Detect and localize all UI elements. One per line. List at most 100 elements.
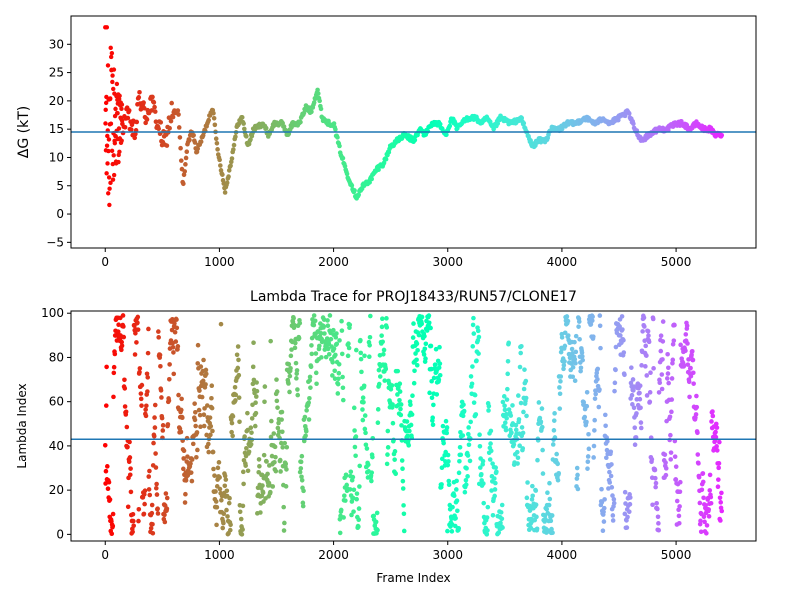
lambda-point — [430, 415, 435, 421]
lambda-point — [147, 468, 152, 474]
lambda-point — [485, 528, 490, 533]
lambda-point — [241, 481, 246, 487]
lambda-point — [208, 423, 214, 429]
lambda-point — [411, 380, 417, 386]
delta-g-point — [150, 94, 155, 100]
lambda-point — [149, 502, 155, 508]
lambda-point — [461, 408, 467, 414]
lambda-point — [573, 333, 579, 339]
lambda-point — [595, 376, 600, 382]
lambda-point — [160, 428, 166, 433]
lambda-point — [362, 426, 368, 432]
lambda-point — [576, 319, 582, 324]
lambda-point — [465, 474, 470, 479]
lambda-point — [457, 458, 462, 464]
lambda-point — [361, 399, 366, 405]
lambda-point — [299, 474, 304, 480]
lambda-point — [330, 373, 335, 378]
lambda-point — [268, 338, 273, 344]
lambda-point — [494, 469, 499, 475]
lambda-point — [215, 465, 221, 471]
lambda-point — [506, 340, 512, 346]
lambda-point — [644, 353, 649, 358]
delta-g-point — [367, 180, 372, 185]
lambda-point — [159, 415, 165, 421]
lambda-point — [337, 516, 343, 522]
lambda-point — [152, 425, 158, 430]
delta-g-point — [211, 115, 217, 121]
lambda-point — [647, 390, 653, 395]
lambda-point — [611, 497, 617, 502]
lambda-point — [500, 399, 506, 405]
delta-g-point — [231, 142, 237, 148]
lambda-point — [474, 358, 479, 364]
lambda-point — [696, 461, 701, 466]
lambda-point — [666, 365, 671, 371]
lambda-point — [555, 477, 561, 483]
lambda-point — [227, 495, 232, 501]
lambda-point — [188, 461, 193, 466]
delta-g-point — [349, 183, 355, 188]
lambda-point — [381, 351, 386, 357]
lambda-point — [197, 412, 203, 418]
delta-g-point — [111, 67, 117, 72]
lambda-point — [710, 409, 715, 414]
lambda-point — [122, 404, 128, 409]
lambda-point — [185, 454, 190, 459]
lambda-point — [132, 352, 138, 357]
lambda-point — [640, 329, 645, 334]
lambda-point — [181, 448, 187, 453]
lambda-point — [159, 395, 164, 400]
lambda-point — [220, 525, 226, 531]
lambda-point — [385, 428, 391, 434]
lambda-point — [672, 454, 678, 459]
lambda-point — [194, 430, 200, 435]
delta-g-point — [167, 125, 172, 131]
lambda-point — [490, 512, 496, 518]
lambda-point — [486, 403, 492, 409]
lambda-point — [610, 493, 615, 498]
lambda-point — [295, 392, 301, 398]
lambda-point — [653, 480, 659, 486]
lambda-point — [359, 369, 364, 375]
lambda-point — [595, 366, 601, 372]
lambda-point — [222, 483, 228, 489]
x-tick-label: 1000 — [204, 548, 235, 562]
lambda-point — [235, 344, 241, 349]
lambda-point — [608, 449, 614, 455]
lambda-point — [618, 333, 623, 338]
lambda-point — [131, 518, 136, 524]
lambda-point — [260, 483, 265, 488]
delta-g-point — [115, 110, 120, 116]
lambda-point — [624, 518, 629, 523]
lambda-point — [579, 350, 585, 355]
delta-g-point — [117, 93, 122, 99]
lambda-point — [325, 318, 330, 323]
lambda-point — [135, 320, 140, 326]
lambda-point — [354, 491, 360, 496]
delta-g-point — [106, 175, 112, 180]
lambda-point — [306, 417, 312, 422]
lambda-point — [580, 354, 585, 359]
delta-g-point — [679, 118, 684, 124]
lambda-point — [628, 380, 634, 386]
lambda-point — [608, 473, 614, 479]
lambda-point — [419, 321, 425, 327]
lambda-point — [556, 470, 562, 476]
lambda-point — [164, 495, 170, 501]
lambda-point — [357, 463, 363, 469]
lambda-point — [440, 423, 446, 429]
lambda-point — [562, 343, 568, 349]
delta-g-point — [231, 147, 236, 152]
lambda-point — [384, 316, 389, 321]
lambda-point — [607, 480, 613, 485]
lambda-point — [565, 318, 571, 324]
lambda-point — [145, 389, 150, 394]
lambda-point — [703, 502, 708, 508]
lambda-point — [484, 515, 490, 520]
delta-g-point — [214, 140, 220, 146]
lambda-point — [321, 317, 327, 322]
lambda-point — [605, 439, 610, 444]
lambda-point — [221, 520, 226, 526]
lambda-point — [236, 372, 242, 378]
